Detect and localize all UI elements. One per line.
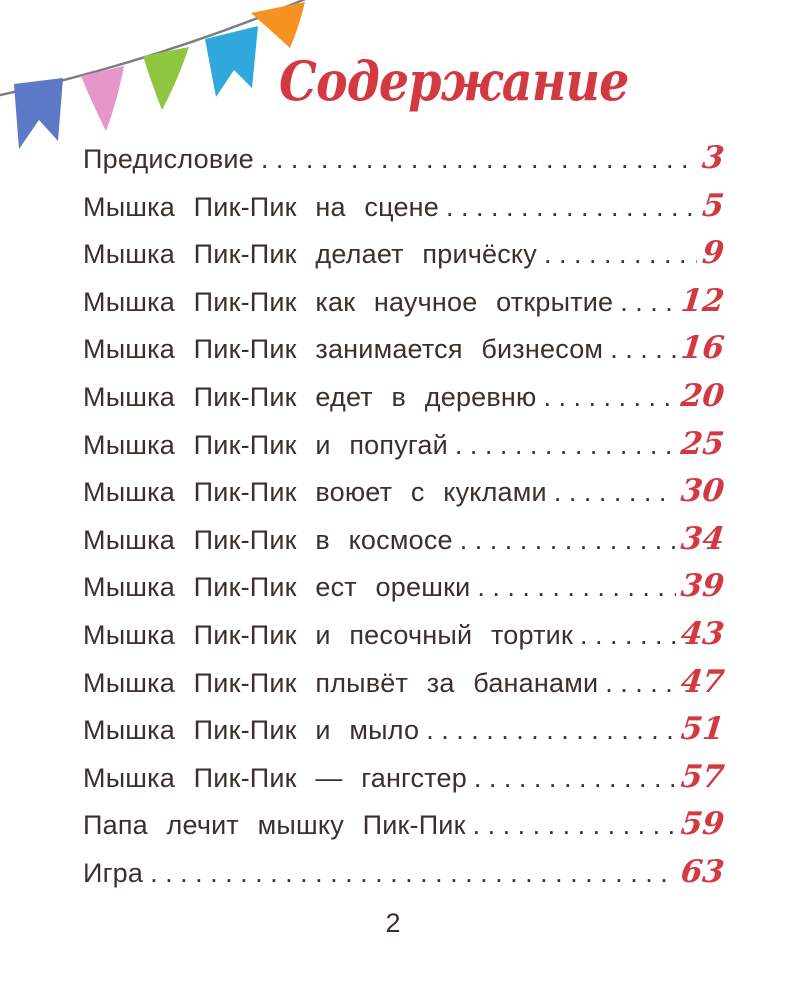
toc-entry-title: Мышка Пик-Пик — гангстер bbox=[83, 762, 467, 793]
dot-leader bbox=[620, 287, 676, 318]
toc-entry-title: Папа лечит мышку Пик-Пик bbox=[83, 810, 466, 841]
dot-leader bbox=[474, 763, 676, 794]
toc-entry: Мышка Пик-Пик — гангстер 57 bbox=[83, 751, 726, 799]
dot-leader bbox=[455, 430, 676, 461]
dot-leader bbox=[544, 239, 697, 270]
dot-leader bbox=[261, 144, 697, 175]
toc-entry-title: Мышка Пик-Пик воюет с куклами bbox=[83, 477, 547, 508]
dot-leader bbox=[544, 382, 676, 413]
dot-leader bbox=[446, 192, 697, 223]
toc-entry-title: Мышка Пик-Пик и песочный тортик bbox=[83, 619, 573, 650]
toc-entry-title: Мышка Пик-Пик делает причёску bbox=[83, 239, 537, 270]
folio-page-number: 2 bbox=[385, 908, 401, 938]
toc-entry: Предисловие 3 bbox=[83, 132, 726, 180]
toc-entry: Мышка Пик-Пик плывёт за бананами 47 bbox=[83, 656, 726, 704]
dot-leader bbox=[460, 525, 676, 556]
dot-leader bbox=[605, 668, 676, 699]
toc-entry-page-number: 59 bbox=[678, 806, 726, 843]
toc-entry-page-number: 16 bbox=[678, 330, 726, 367]
toc-entry-page-number: 9 bbox=[700, 235, 726, 272]
toc-entry: Мышка Пик-Пик и песочный тортик 43 bbox=[83, 608, 726, 656]
toc-entry: Папа лечит мышку Пик-Пик 59 bbox=[83, 798, 726, 846]
toc-entry: Игра 63 bbox=[83, 846, 726, 894]
page-title: Содержание bbox=[279, 49, 629, 113]
toc-entry: Мышка Пик-Пик занимается бизнесом 16 bbox=[83, 322, 726, 370]
pennant-pink-icon bbox=[81, 66, 124, 131]
toc-entry-title: Мышка Пик-Пик в космосе bbox=[83, 524, 453, 555]
toc-entry: Мышка Пик-Пик ест орешки 39 bbox=[83, 560, 726, 608]
dot-leader bbox=[477, 572, 675, 603]
toc-entry: Мышка Пик-Пик на сцене 5 bbox=[83, 180, 726, 228]
dot-leader bbox=[580, 620, 676, 651]
toc-list: Предисловие 3 Мышка Пик-Пик на сцене 5 М… bbox=[83, 132, 726, 894]
toc-entry: Мышка Пик-Пик делает причёску 9 bbox=[83, 227, 726, 275]
pennant-blue-icon bbox=[14, 78, 63, 149]
toc-entry-title: Мышка Пик-Пик как научное открытие bbox=[83, 286, 614, 317]
toc-entry-page-number: 34 bbox=[678, 520, 726, 557]
toc-entry-page-number: 43 bbox=[678, 615, 726, 652]
toc-entry: Мышка Пик-Пик и мыло 51 bbox=[83, 703, 726, 751]
toc-entry-page-number: 25 bbox=[678, 425, 726, 462]
toc-entry-page-number: 3 bbox=[700, 140, 726, 176]
toc-entry-page-number: 12 bbox=[678, 282, 726, 319]
toc-entry-title: Мышка Пик-Пик на сцене bbox=[83, 191, 440, 222]
toc-entry: Мышка Пик-Пик едет в деревню 20 bbox=[83, 370, 726, 418]
toc-entry-title: Предисловие bbox=[83, 144, 254, 174]
dot-leader bbox=[610, 334, 676, 365]
toc-entry-title: Игра bbox=[83, 857, 144, 888]
pennant-cyan-icon bbox=[205, 26, 258, 97]
toc-entry-page-number: 51 bbox=[678, 711, 726, 748]
toc-entry-page-number: 30 bbox=[678, 473, 726, 510]
pennant-orange-icon bbox=[251, 2, 305, 48]
toc-entry-page-number: 20 bbox=[678, 377, 726, 414]
toc-entry: Мышка Пик-Пик как научное открытие 12 bbox=[83, 275, 726, 323]
toc-entry-page-number: 5 bbox=[700, 187, 726, 224]
toc-entry-title: Мышка Пик-Пик и попугай bbox=[83, 429, 448, 460]
toc-entry-title: Мышка Пик-Пик плывёт за бананами bbox=[83, 667, 599, 698]
dot-leader bbox=[554, 477, 676, 508]
dot-leader bbox=[473, 810, 676, 841]
toc-entry-title: Мышка Пик-Пик ест орешки bbox=[83, 572, 471, 603]
toc-entry-page-number: 63 bbox=[678, 853, 726, 890]
dot-leader bbox=[150, 858, 676, 889]
toc-entry-title: Мышка Пик-Пик занимается бизнесом bbox=[83, 334, 604, 365]
toc-entry-title: Мышка Пик-Пик и мыло bbox=[83, 715, 420, 746]
toc-entry: Мышка Пик-Пик и попугай 25 bbox=[83, 418, 726, 466]
bunting-garland bbox=[0, 0, 307, 149]
toc-entry-page-number: 39 bbox=[678, 568, 726, 605]
dot-leader bbox=[426, 715, 676, 746]
toc-entry: Мышка Пик-Пик воюет с куклами 30 bbox=[83, 465, 726, 513]
toc-entry: Мышка Пик-Пик в космосе 34 bbox=[83, 513, 726, 561]
pennant-green-icon bbox=[143, 47, 189, 110]
toc-entry-title: Мышка Пик-Пик едет в деревню bbox=[83, 381, 537, 412]
toc-entry-page-number: 57 bbox=[678, 758, 726, 795]
toc-entry-page-number: 47 bbox=[678, 663, 726, 700]
